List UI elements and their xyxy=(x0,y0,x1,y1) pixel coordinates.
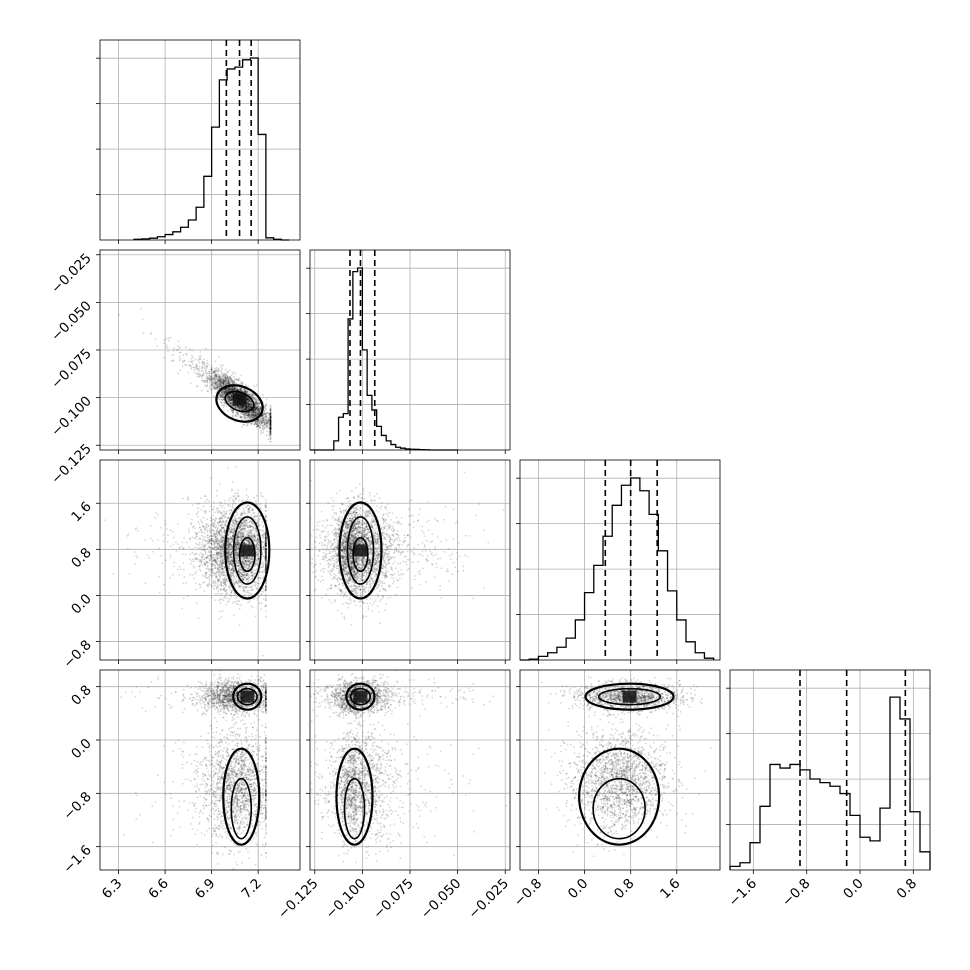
contour-top-inner xyxy=(597,687,662,706)
pair-1-3-contours xyxy=(335,682,376,846)
pair-1-2-density-peak xyxy=(353,544,368,557)
hist-3-step xyxy=(729,696,931,870)
xtick-label-2-3: 1.6 xyxy=(657,876,684,903)
contour-top-inner xyxy=(349,687,372,706)
pair-2-3-contours xyxy=(578,682,675,846)
contour-bottom-outer xyxy=(222,747,261,846)
pair-0-2-points xyxy=(103,465,267,657)
scatter-panel-0-1 xyxy=(99,249,301,451)
ytick-label-1-4: −0.025 xyxy=(48,250,95,297)
pair-1-2-points xyxy=(310,471,505,626)
ytick-label-1-0: −0.125 xyxy=(48,441,95,488)
ytick-label-3-0: −1.6 xyxy=(60,842,94,876)
contour-middle xyxy=(232,516,262,585)
contour-bottom-inner xyxy=(343,777,366,840)
pair-0-3-points xyxy=(120,670,267,870)
contour-top-inner xyxy=(236,687,258,706)
contour-outer xyxy=(224,501,271,600)
xtick-label-2-1: 0.0 xyxy=(565,876,592,903)
scatter-panel-1-2 xyxy=(309,459,511,661)
hist-2-step xyxy=(520,477,715,661)
xtick-label-1-3: −0.050 xyxy=(418,876,465,923)
xtick-label-1-2: −0.075 xyxy=(370,876,417,923)
pair-0-3-frame xyxy=(99,669,301,871)
contour-bottom-inner xyxy=(592,777,646,840)
xtick-label-3-0: −1.6 xyxy=(726,876,760,910)
contour-top-outer xyxy=(584,682,675,711)
contour-outer xyxy=(338,501,383,600)
xtick-label-1-1: −0.100 xyxy=(323,876,370,923)
pair-2-3-frame xyxy=(519,669,721,871)
xtick-label-3-3: 0.8 xyxy=(894,876,921,903)
pair-1-3-points xyxy=(310,670,508,870)
pair-0-3-density-peak xyxy=(240,690,255,703)
xtick-label-2-2: 0.8 xyxy=(611,876,638,903)
xtick-label-2-0: −0.8 xyxy=(511,876,545,910)
scatter-panel-2-3 xyxy=(519,669,721,871)
contour-bottom-outer xyxy=(335,747,374,846)
pair-0-1-contours xyxy=(215,384,264,423)
ytick-label-3-3: 0.8 xyxy=(68,682,95,709)
xtick-label-0-3: 7.2 xyxy=(238,876,265,903)
xtick-label-1-4: −0.025 xyxy=(465,876,512,923)
contour-top-outer xyxy=(345,682,376,711)
contour-inner xyxy=(352,536,369,573)
xtick-label-0-0: 6.3 xyxy=(99,876,126,903)
contour-bottom-inner xyxy=(230,777,253,840)
pair-0-2-frame xyxy=(99,459,301,661)
contour-middle xyxy=(346,516,375,585)
hist-0-frame xyxy=(99,39,301,241)
ytick-label-3-2: 0.0 xyxy=(68,736,95,763)
hist-0-step xyxy=(133,57,290,241)
pair-0-1-density-peak xyxy=(232,393,247,406)
ytick-label-2-2: 0.8 xyxy=(68,545,95,572)
histogram-panel-3 xyxy=(726,669,931,871)
histogram-panel-1 xyxy=(306,249,511,451)
scatter-panel-0-3 xyxy=(99,669,301,871)
pair-0-2-contours xyxy=(224,501,271,600)
hist-3-frame xyxy=(729,669,931,871)
scatter-panel-1-3 xyxy=(309,669,511,871)
hist-2-frame xyxy=(519,459,721,661)
contour-inner xyxy=(224,390,255,413)
ytick-label-2-0: −0.8 xyxy=(60,637,94,671)
ytick-label-3-1: −0.8 xyxy=(60,789,94,823)
scatter-panel-0-2 xyxy=(99,459,301,661)
xtick-label-0-2: 6.9 xyxy=(192,876,219,903)
histogram-panel-0 xyxy=(96,39,301,241)
contour-top-outer xyxy=(232,682,263,711)
contour-outer xyxy=(215,384,264,423)
pair-2-3-points xyxy=(540,675,712,858)
pair-0-2-density-peak xyxy=(240,544,255,557)
pair-2-3-density-peak xyxy=(622,690,637,703)
ytick-label-1-3: −0.050 xyxy=(48,298,95,345)
histogram-panel-2 xyxy=(516,459,721,661)
xtick-label-3-1: −0.8 xyxy=(779,876,813,910)
ytick-label-1-2: −0.075 xyxy=(48,346,95,393)
contour-inner xyxy=(238,536,256,573)
pair-1-3-density-peak xyxy=(353,690,368,703)
ytick-label-2-3: 1.6 xyxy=(68,499,95,526)
ytick-label-1-1: −0.100 xyxy=(48,393,95,440)
xtick-label-0-1: 6.6 xyxy=(145,876,172,903)
xtick-label-3-2: 0.0 xyxy=(840,876,867,903)
contour-bottom-outer xyxy=(578,747,661,846)
xtick-label-1-0: −0.125 xyxy=(275,876,322,923)
pair-1-2-contours xyxy=(338,501,383,600)
ytick-label-2-1: 0.0 xyxy=(68,591,95,618)
pair-0-3-contours xyxy=(222,682,263,846)
